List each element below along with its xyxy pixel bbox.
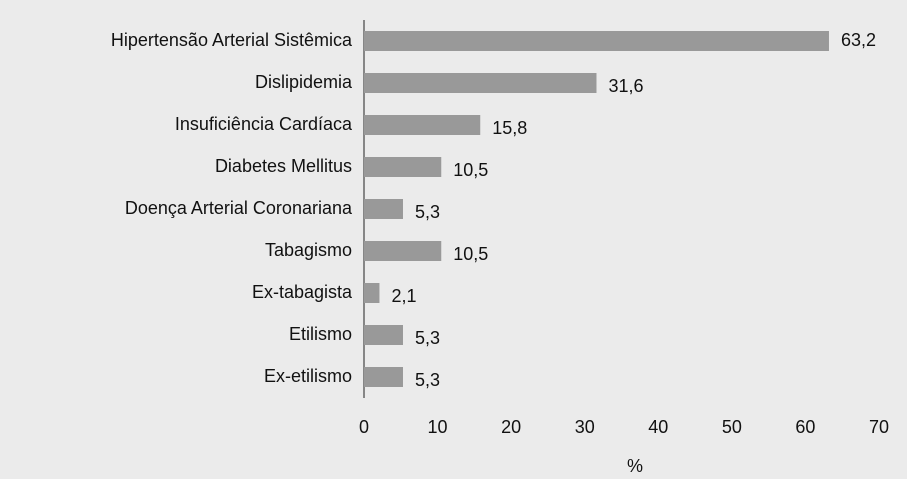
bar: [364, 283, 380, 303]
value-label: 10,5: [453, 244, 488, 264]
y-tick-label: Doença Arterial Coronariana: [125, 198, 353, 218]
y-tick-label: Diabetes Mellitus: [215, 156, 352, 176]
x-tick-label: 10: [428, 417, 448, 437]
y-tick-label: Hipertensão Arterial Sistêmica: [111, 30, 353, 50]
x-axis-label: %: [627, 456, 643, 476]
value-label: 63,2: [841, 30, 876, 50]
y-tick-label: Dislipidemia: [255, 72, 353, 92]
bar: [364, 367, 403, 387]
x-tick-label: 30: [575, 417, 595, 437]
value-label: 5,3: [415, 328, 440, 348]
y-tick-label: Tabagismo: [265, 240, 352, 260]
bar: [364, 157, 442, 177]
bar: [364, 199, 403, 219]
y-tick-label: Ex-tabagista: [252, 282, 353, 302]
value-label: 5,3: [415, 202, 440, 222]
x-tick-label: 50: [722, 417, 742, 437]
x-tick-label: 40: [648, 417, 668, 437]
x-tick-label: 70: [869, 417, 889, 437]
bar: [364, 31, 829, 51]
value-label: 2,1: [391, 286, 416, 306]
value-label: 5,3: [415, 370, 440, 390]
x-tick-label: 60: [795, 417, 815, 437]
value-label: 15,8: [492, 118, 527, 138]
x-tick-label: 20: [501, 417, 521, 437]
value-label: 10,5: [453, 160, 488, 180]
bar: [364, 325, 403, 345]
x-tick-label: 0: [359, 417, 369, 437]
bar: [364, 73, 597, 93]
y-tick-label: Etilismo: [289, 324, 352, 344]
y-tick-label: Insuficiência Cardíaca: [175, 114, 353, 134]
bar: [364, 241, 442, 261]
value-label: 31,6: [608, 76, 643, 96]
y-tick-label: Ex-etilismo: [264, 366, 352, 386]
bar: [364, 115, 481, 135]
